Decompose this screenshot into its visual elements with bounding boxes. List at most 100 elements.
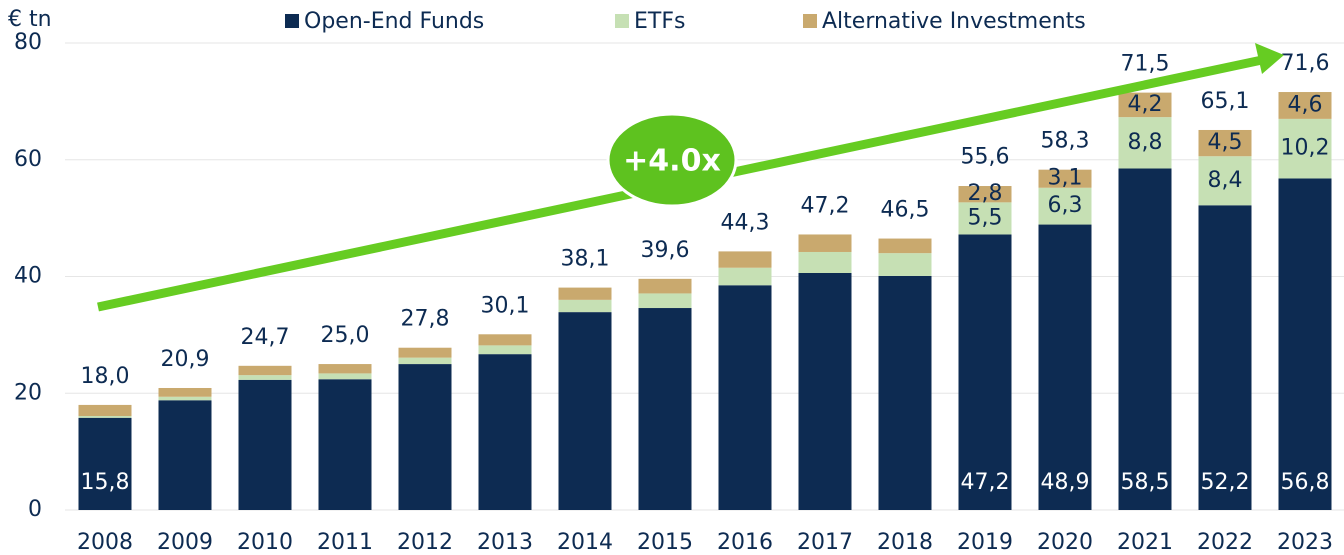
bar-segment (238, 365, 292, 376)
bar-segment (1198, 205, 1252, 510)
x-tick-label: 2013 (477, 530, 533, 555)
bar-segment (1118, 168, 1172, 510)
bar-segment (78, 404, 132, 417)
bar-segment (318, 364, 372, 374)
data-label: 4,2 (1128, 92, 1163, 117)
bar-segment (158, 396, 212, 401)
y-tick-label: 0 (28, 497, 42, 522)
bars (78, 92, 1332, 510)
legend-label: Alternative Investments (822, 9, 1086, 34)
legend-swatch (285, 14, 299, 28)
bar-segment (478, 345, 532, 355)
bar-segment (1278, 178, 1332, 510)
total-label: 47,2 (801, 193, 850, 218)
x-tick-label: 2018 (877, 530, 933, 555)
bar-segment (398, 347, 452, 358)
data-label: 8,4 (1208, 168, 1243, 193)
y-tick-label: 20 (14, 380, 42, 405)
x-tick-label: 2019 (957, 530, 1013, 555)
bar-segment (158, 387, 212, 397)
bar-segment (318, 379, 372, 510)
bar-segment (558, 287, 612, 300)
total-label: 39,6 (641, 238, 690, 263)
bar-segment (158, 400, 212, 510)
total-label: 71,6 (1281, 51, 1330, 76)
data-label: 4,6 (1288, 92, 1323, 117)
legend-label: ETFs (634, 9, 685, 34)
data-label: 6,3 (1048, 193, 1083, 218)
bar-segment (238, 375, 292, 380)
total-label: 65,1 (1201, 89, 1250, 114)
data-label: 52,2 (1201, 470, 1250, 495)
bar-segment (78, 416, 132, 418)
data-label: 56,8 (1281, 470, 1330, 495)
bar-segment (958, 234, 1012, 510)
bar-segment (238, 379, 292, 510)
bar-segment (1118, 117, 1172, 169)
arrow-head (1255, 43, 1284, 74)
data-label: 2,8 (968, 181, 1003, 206)
annotation-badge (606, 112, 738, 208)
y-tick-label: 40 (14, 264, 42, 289)
x-tick-label: 2009 (157, 530, 213, 555)
x-tick-label: 2017 (797, 530, 853, 555)
x-tick-label: 2010 (237, 530, 293, 555)
bar-segment (1038, 224, 1092, 510)
x-tick-label: 2014 (557, 530, 613, 555)
legend-label: Open-End Funds (304, 9, 484, 34)
bar-segment (798, 234, 852, 252)
x-tick-label: 2021 (1117, 530, 1173, 555)
bar-segment (958, 202, 1012, 235)
total-label: 20,9 (161, 347, 210, 372)
total-label: 58,3 (1041, 129, 1090, 154)
bar-segment (638, 308, 692, 510)
x-tick-label: 2016 (717, 530, 773, 555)
bar-segment (878, 253, 932, 276)
total-label: 44,3 (721, 210, 770, 235)
data-label: 48,9 (1041, 470, 1090, 495)
total-label: 38,1 (561, 247, 610, 272)
bar-segment (638, 278, 692, 294)
y-tick-label: 80 (14, 30, 42, 55)
x-tick-label: 2008 (77, 530, 133, 555)
bar-segment (478, 334, 532, 346)
x-tick-label: 2020 (1037, 530, 1093, 555)
total-label: 24,7 (241, 325, 290, 350)
x-tick-label: 2011 (317, 530, 373, 555)
bar-segment (558, 299, 612, 313)
bar-segment (478, 354, 532, 510)
bar-segment (1038, 169, 1092, 188)
x-tick-label: 2023 (1277, 530, 1333, 555)
x-tick-label: 2022 (1197, 530, 1253, 555)
data-label: 8,8 (1128, 130, 1163, 155)
bar-segment (1278, 118, 1332, 179)
x-tick-label: 2012 (397, 530, 453, 555)
total-label: 71,5 (1121, 52, 1170, 77)
bar-segment (798, 251, 852, 273)
bar-segment (1038, 187, 1092, 225)
total-label: 25,0 (321, 323, 370, 348)
data-label: 4,5 (1208, 130, 1243, 155)
bar-segment (1278, 92, 1332, 119)
legend-swatch (803, 14, 817, 28)
total-label: 30,1 (481, 293, 530, 318)
total-label: 46,5 (881, 198, 930, 223)
bar-segment (318, 373, 372, 380)
bar-segment (718, 285, 772, 510)
data-label: 58,5 (1121, 470, 1170, 495)
bar-segment (878, 238, 932, 254)
bar-segment (638, 293, 692, 309)
annotation: +4.0x (623, 144, 721, 179)
data-label: 10,2 (1281, 136, 1330, 161)
data-label: 47,2 (961, 470, 1010, 495)
data-label: 3,1 (1048, 166, 1083, 191)
bar-segment (958, 186, 1012, 203)
y-axis-label: € tn (8, 7, 52, 32)
y-tick-label: 60 (14, 147, 42, 172)
bar-segment (398, 357, 452, 365)
total-label: 18,0 (81, 364, 130, 389)
bar-segment (798, 272, 852, 510)
bar-segment (78, 417, 132, 510)
bar-segment (1198, 156, 1252, 206)
